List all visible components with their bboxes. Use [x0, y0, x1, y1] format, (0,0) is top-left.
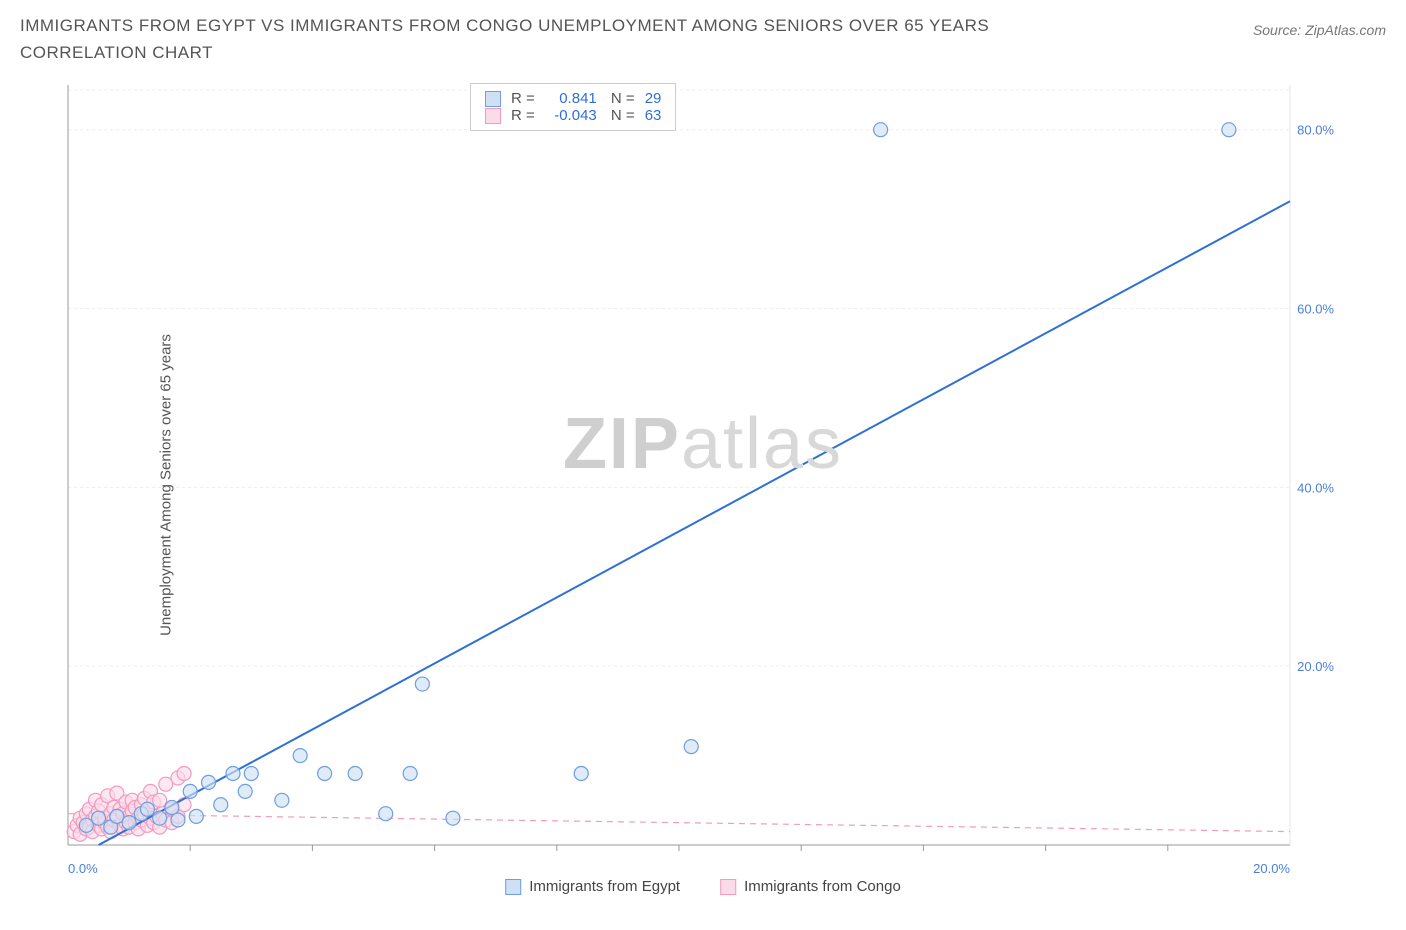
stats-row: R =-0.043 N =63 — [485, 107, 661, 124]
legend-item: Immigrants from Congo — [720, 878, 901, 895]
stats-row: R =0.841 N =29 — [485, 90, 661, 107]
bottom-legend: Immigrants from Egypt Immigrants from Con… — [505, 878, 901, 895]
series-swatch — [485, 108, 501, 124]
svg-text:20.0%: 20.0% — [1297, 659, 1334, 674]
scatter-plot: 20.0% 40.0% 60.0% 80.0% 0.0% 20.0% — [20, 75, 1386, 895]
svg-text:0.0%: 0.0% — [68, 861, 98, 876]
legend-label: Immigrants from Egypt — [529, 878, 680, 895]
svg-text:80.0%: 80.0% — [1297, 123, 1334, 138]
y-axis-label: Unemployment Among Seniors over 65 years — [157, 334, 174, 636]
legend-swatch — [720, 879, 736, 895]
chart-title: IMMIGRANTS FROM EGYPT VS IMMIGRANTS FROM… — [20, 12, 1120, 66]
legend-label: Immigrants from Congo — [744, 878, 901, 895]
stats-legend-box: R =0.841 N =29R =-0.043 N =63 — [470, 83, 676, 131]
legend-swatch — [505, 879, 521, 895]
svg-text:20.0%: 20.0% — [1253, 861, 1290, 876]
svg-text:40.0%: 40.0% — [1297, 480, 1334, 495]
series-swatch — [485, 91, 501, 107]
source-credit: Source: ZipAtlas.com — [1253, 22, 1386, 38]
chart-area: Unemployment Among Seniors over 65 years… — [20, 75, 1386, 895]
svg-text:60.0%: 60.0% — [1297, 302, 1334, 317]
legend-item: Immigrants from Egypt — [505, 878, 680, 895]
